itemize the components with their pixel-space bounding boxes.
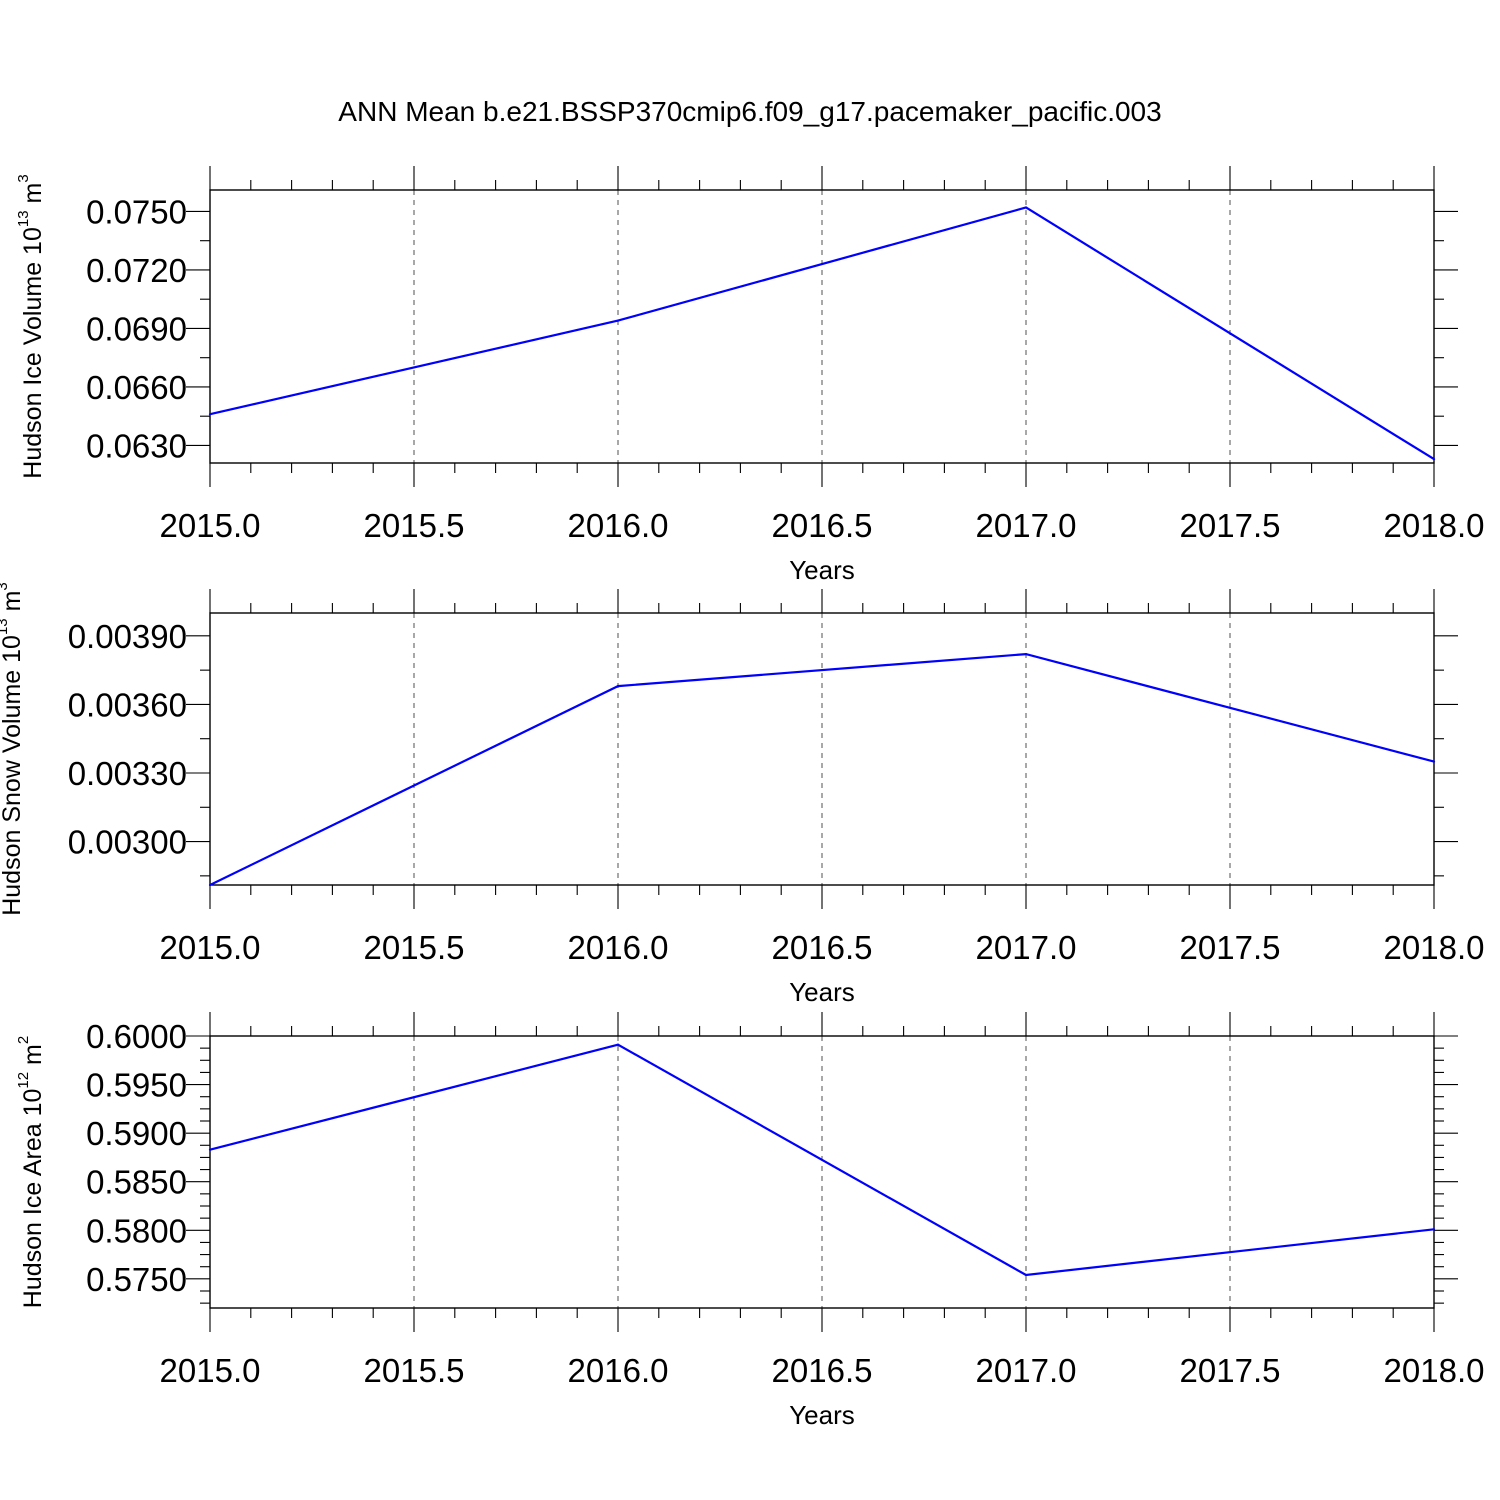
y-tick-label: 0.0690 xyxy=(86,310,187,347)
x-tick-label: 2017.5 xyxy=(1180,507,1281,544)
x-tick-label: 2017.5 xyxy=(1180,1352,1281,1389)
y-tick-label: 0.0630 xyxy=(86,427,187,464)
data-point xyxy=(208,1148,212,1151)
data-point xyxy=(1024,206,1028,209)
data-point xyxy=(1024,653,1028,656)
y-tick-label: 0.00330 xyxy=(68,755,187,792)
x-tick-label: 2015.0 xyxy=(160,507,261,544)
x-tick-label: 2017.0 xyxy=(976,507,1077,544)
y-tick-label: 0.6000 xyxy=(86,1018,187,1055)
y-axis-label-part: m xyxy=(19,1044,47,1072)
x-tick-label: 2018.0 xyxy=(1384,507,1485,544)
x-axis-label: Years xyxy=(789,1400,855,1430)
x-tick-label: 2016.0 xyxy=(568,929,669,966)
chart-panel-3: 2015.0 2015.5 2016.0 2016.5 2017.0 2017.5 2018… xyxy=(15,1012,1485,1430)
data-point xyxy=(1024,1273,1028,1277)
y-axis-label-superscript: 2 xyxy=(15,1036,32,1044)
y-axis-label-part: Hudson Ice Area 10 xyxy=(19,1089,47,1309)
y-tick-label: 0.5850 xyxy=(86,1164,187,1201)
y-axis-label-part: m xyxy=(0,591,26,619)
x-tick-label: 2015.5 xyxy=(364,507,465,544)
plot-frame xyxy=(209,189,1435,464)
series-line xyxy=(209,1043,1435,1277)
y-axis-label-superscript: 12 xyxy=(15,1072,32,1089)
y-tick-label: 0.5800 xyxy=(86,1212,187,1249)
data-point xyxy=(616,685,620,688)
x-tick-label: 2016.0 xyxy=(568,1352,669,1389)
series-line xyxy=(209,206,1435,461)
panels-group: 2015.0 2015.5 2016.0 2016.5 2017.0 2017.5 2018… xyxy=(0,166,1484,1430)
x-tick-label: 2015.5 xyxy=(364,929,465,966)
x-tick-label: 2015.0 xyxy=(160,1352,261,1389)
figure-title: ANN Mean b.e21.BSSP370cmip6.f09_g17.pace… xyxy=(338,96,1161,127)
y-tick-label: 0.5900 xyxy=(86,1115,187,1152)
x-tick-label: 2016.5 xyxy=(772,929,873,966)
y-tick-label: 0.00390 xyxy=(68,618,187,655)
x-axis-label: Years xyxy=(789,555,855,585)
series-line xyxy=(209,652,1435,886)
x-tick-label: 2018.0 xyxy=(1384,1352,1485,1389)
data-point xyxy=(208,413,212,416)
x-tick-label: 2016.5 xyxy=(772,1352,873,1389)
y-tick-label: 0.00300 xyxy=(68,824,187,861)
x-tick-label: 2015.0 xyxy=(160,929,261,966)
data-point xyxy=(1432,458,1436,461)
y-tick-label: 0.5750 xyxy=(86,1261,187,1298)
data-point xyxy=(1432,760,1436,763)
y-axis-label-part: m xyxy=(19,183,47,211)
x-tick-label: 2017.0 xyxy=(976,929,1077,966)
chart-panel-2: 2015.0 2015.5 2016.0 2016.5 2017.0 2017.5 2018… xyxy=(0,582,1484,1007)
y-axis-label: Hudson Ice Volume 1013 m3 xyxy=(15,174,48,478)
y-tick-label: 0.5950 xyxy=(86,1067,187,1104)
y-axis-label: Hudson Snow Volume 1013 m3 xyxy=(0,582,26,916)
x-tick-label: 2017.0 xyxy=(976,1352,1077,1389)
x-tick-label: 2018.0 xyxy=(1384,929,1485,966)
data-point xyxy=(1432,1228,1436,1231)
y-axis-label-superscript: 3 xyxy=(15,174,32,182)
x-tick-label: 2017.5 xyxy=(1180,929,1281,966)
y-axis-label-part: Hudson Ice Volume 10 xyxy=(19,227,47,479)
data-point xyxy=(616,319,620,322)
data-point xyxy=(616,1043,620,1046)
y-axis-label-superscript: 3 xyxy=(0,582,11,590)
x-tick-label: 2015.5 xyxy=(364,1352,465,1389)
y-axis-label-part: Hudson Snow Volume 10 xyxy=(0,635,26,916)
x-axis-label: Years xyxy=(789,977,855,1007)
data-point xyxy=(208,883,212,887)
y-tick-label: 0.0720 xyxy=(86,252,187,289)
x-tick-label: 2016.0 xyxy=(568,507,669,544)
y-axis-label-superscript: 13 xyxy=(15,210,32,227)
y-tick-label: 0.00360 xyxy=(68,686,187,723)
y-axis-label: Hudson Ice Area 1012 m2 xyxy=(15,1036,48,1308)
y-axis-label-superscript: 13 xyxy=(0,618,11,635)
x-tick-label: 2016.5 xyxy=(772,507,873,544)
plot-frame xyxy=(209,612,1435,886)
y-tick-label: 0.0750 xyxy=(86,193,187,230)
plot-frame xyxy=(209,1035,1435,1309)
chart-panel-1: 2015.0 2015.5 2016.0 2016.5 2017.0 2017.5 2018… xyxy=(15,166,1485,585)
y-tick-label: 0.0660 xyxy=(86,369,187,406)
